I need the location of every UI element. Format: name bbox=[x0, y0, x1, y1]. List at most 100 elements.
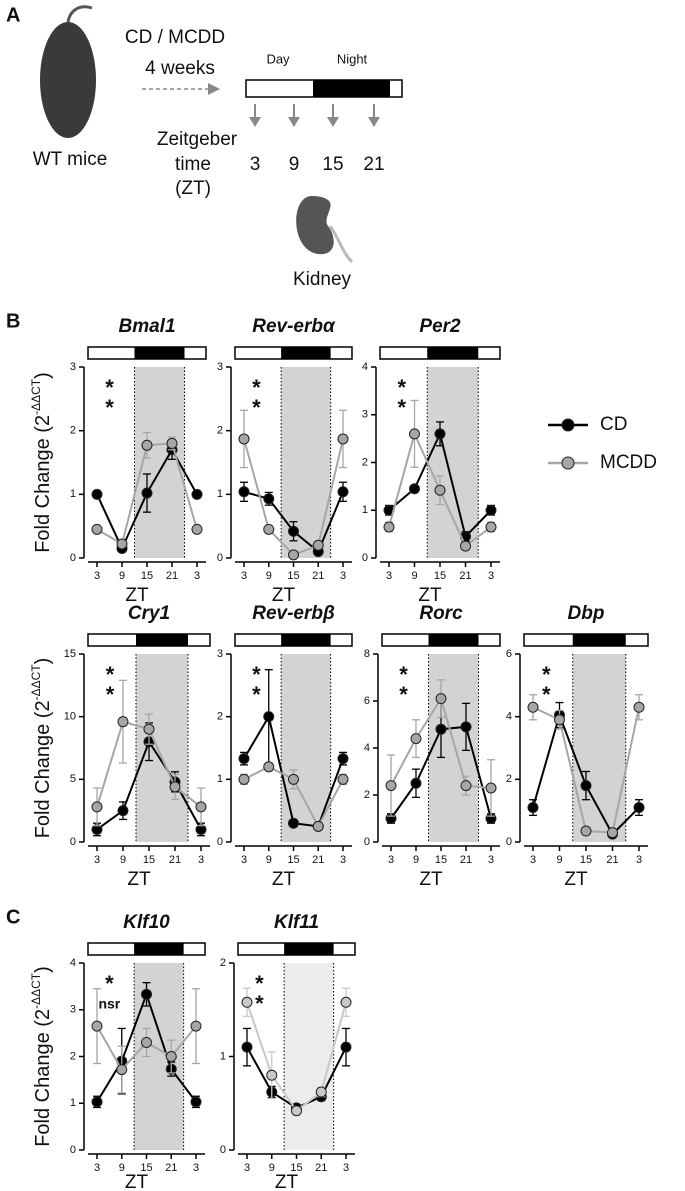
y-tick-label: 0 bbox=[70, 552, 76, 564]
data-point bbox=[460, 540, 471, 552]
data-point bbox=[91, 488, 103, 500]
x-tick-label: 3 bbox=[388, 854, 394, 866]
x-tick-label: 15 bbox=[434, 570, 446, 582]
y-tick-label: 3 bbox=[217, 361, 223, 373]
y-axis-label-end: ) bbox=[32, 966, 54, 973]
chart-title: Klf11 bbox=[274, 912, 319, 933]
x-tick-label: 9 bbox=[266, 570, 272, 582]
y-tick-label: 0 bbox=[506, 836, 512, 848]
dark-bar bbox=[134, 347, 185, 359]
zt-point: 21 bbox=[363, 154, 384, 175]
chart-title: Rorc bbox=[419, 603, 463, 624]
data-point bbox=[435, 723, 447, 735]
x-tick-label: 9 bbox=[266, 854, 272, 866]
x-tick-label: 3 bbox=[530, 854, 536, 866]
data-point bbox=[191, 488, 203, 500]
data-point bbox=[263, 711, 275, 723]
data-point bbox=[315, 1086, 327, 1098]
x-tick-label: 3 bbox=[488, 854, 494, 866]
x-tick-label: 21 bbox=[459, 570, 471, 582]
x-tick-label: 9 bbox=[411, 570, 417, 582]
y-tick-label: 0 bbox=[362, 552, 368, 564]
y-tick-label: 2 bbox=[220, 957, 226, 969]
y-axis-label: Fold Change (2-ΔΔCT) bbox=[29, 658, 54, 839]
chart-title: Bmal1 bbox=[118, 316, 175, 337]
y-tick-label: 0 bbox=[70, 836, 76, 848]
significance-marker: * bbox=[105, 375, 114, 400]
y-axis-label-text: Fold Change (2 bbox=[32, 1009, 54, 1147]
organ-label: Kidney bbox=[293, 269, 352, 290]
x-tick-label: 3 bbox=[343, 1162, 349, 1174]
legend-label: CD bbox=[600, 414, 627, 435]
data-point bbox=[485, 504, 497, 516]
data-point bbox=[143, 723, 155, 735]
x-axis-label: ZT bbox=[125, 1172, 149, 1191]
kidney-icon bbox=[296, 196, 334, 255]
zt-arrow-head bbox=[327, 117, 339, 127]
panel-label: A bbox=[6, 4, 20, 26]
night-bar bbox=[313, 80, 390, 97]
significance-marker: * bbox=[397, 375, 406, 400]
y-tick-label: 1 bbox=[220, 1050, 226, 1062]
x-tick-label: 3 bbox=[94, 854, 100, 866]
y-tick-label: 2 bbox=[362, 456, 368, 468]
significance-marker: * bbox=[399, 662, 408, 687]
x-tick-label: 15 bbox=[287, 854, 299, 866]
x-tick-label: 9 bbox=[269, 1162, 275, 1174]
zt-point: 9 bbox=[289, 154, 300, 175]
zt-label: (ZT) bbox=[175, 178, 211, 199]
y-tick-label: 1 bbox=[362, 504, 368, 516]
data-point bbox=[263, 493, 275, 505]
duration-label: 4 weeks bbox=[145, 58, 215, 79]
y-tick-label: 0 bbox=[364, 836, 370, 848]
data-point bbox=[190, 1020, 202, 1032]
data-point bbox=[238, 773, 250, 785]
data-point bbox=[190, 1096, 202, 1108]
y-tick-label: 2 bbox=[364, 789, 370, 801]
data-point bbox=[434, 484, 446, 496]
zt-label: Zeitgeber bbox=[157, 129, 238, 150]
night-shade bbox=[427, 367, 479, 558]
x-tick-label: 21 bbox=[169, 854, 181, 866]
chart-title: Per2 bbox=[419, 316, 461, 337]
dark-bar bbox=[281, 347, 331, 359]
data-point bbox=[633, 701, 645, 713]
data-point bbox=[288, 773, 299, 785]
y-tick-label: 2 bbox=[70, 1050, 76, 1062]
data-point bbox=[409, 483, 420, 495]
x-tick-label: 3 bbox=[340, 570, 346, 582]
data-point bbox=[460, 780, 472, 792]
data-point bbox=[485, 521, 497, 533]
data-point bbox=[266, 1069, 278, 1081]
data-point bbox=[141, 487, 153, 499]
x-tick-label: 3 bbox=[636, 854, 642, 866]
y-tick-label: 6 bbox=[364, 695, 370, 707]
data-point bbox=[165, 1051, 177, 1062]
chart-title: Klf10 bbox=[123, 912, 170, 933]
x-tick-label: 3 bbox=[488, 570, 494, 582]
x-tick-label: 3 bbox=[94, 570, 100, 582]
data-point bbox=[527, 802, 539, 814]
panel-label: B bbox=[6, 310, 20, 332]
night-shade bbox=[136, 654, 188, 842]
dark-bar bbox=[427, 347, 479, 359]
x-tick-label: 15 bbox=[287, 570, 299, 582]
x-tick-label: 9 bbox=[119, 1162, 125, 1174]
significance-marker: * bbox=[397, 395, 406, 420]
y-tick-label: 3 bbox=[70, 361, 76, 373]
x-tick-label: 9 bbox=[413, 854, 419, 866]
x-tick-label: 21 bbox=[606, 854, 618, 866]
significance-marker: * bbox=[105, 971, 114, 996]
y-tick-label: 4 bbox=[362, 361, 368, 373]
y-tick-label: 3 bbox=[70, 1004, 76, 1016]
data-point bbox=[238, 486, 250, 498]
legend-label: MCDD bbox=[600, 452, 657, 473]
significance-marker: * bbox=[255, 971, 264, 996]
y-axis-label: Fold Change (2-ΔΔCT) bbox=[29, 372, 54, 553]
x-axis-label: ZT bbox=[418, 585, 442, 606]
data-point bbox=[288, 549, 299, 561]
data-point bbox=[435, 693, 447, 705]
x-axis-label: ZT bbox=[127, 869, 151, 890]
data-point bbox=[195, 801, 207, 813]
